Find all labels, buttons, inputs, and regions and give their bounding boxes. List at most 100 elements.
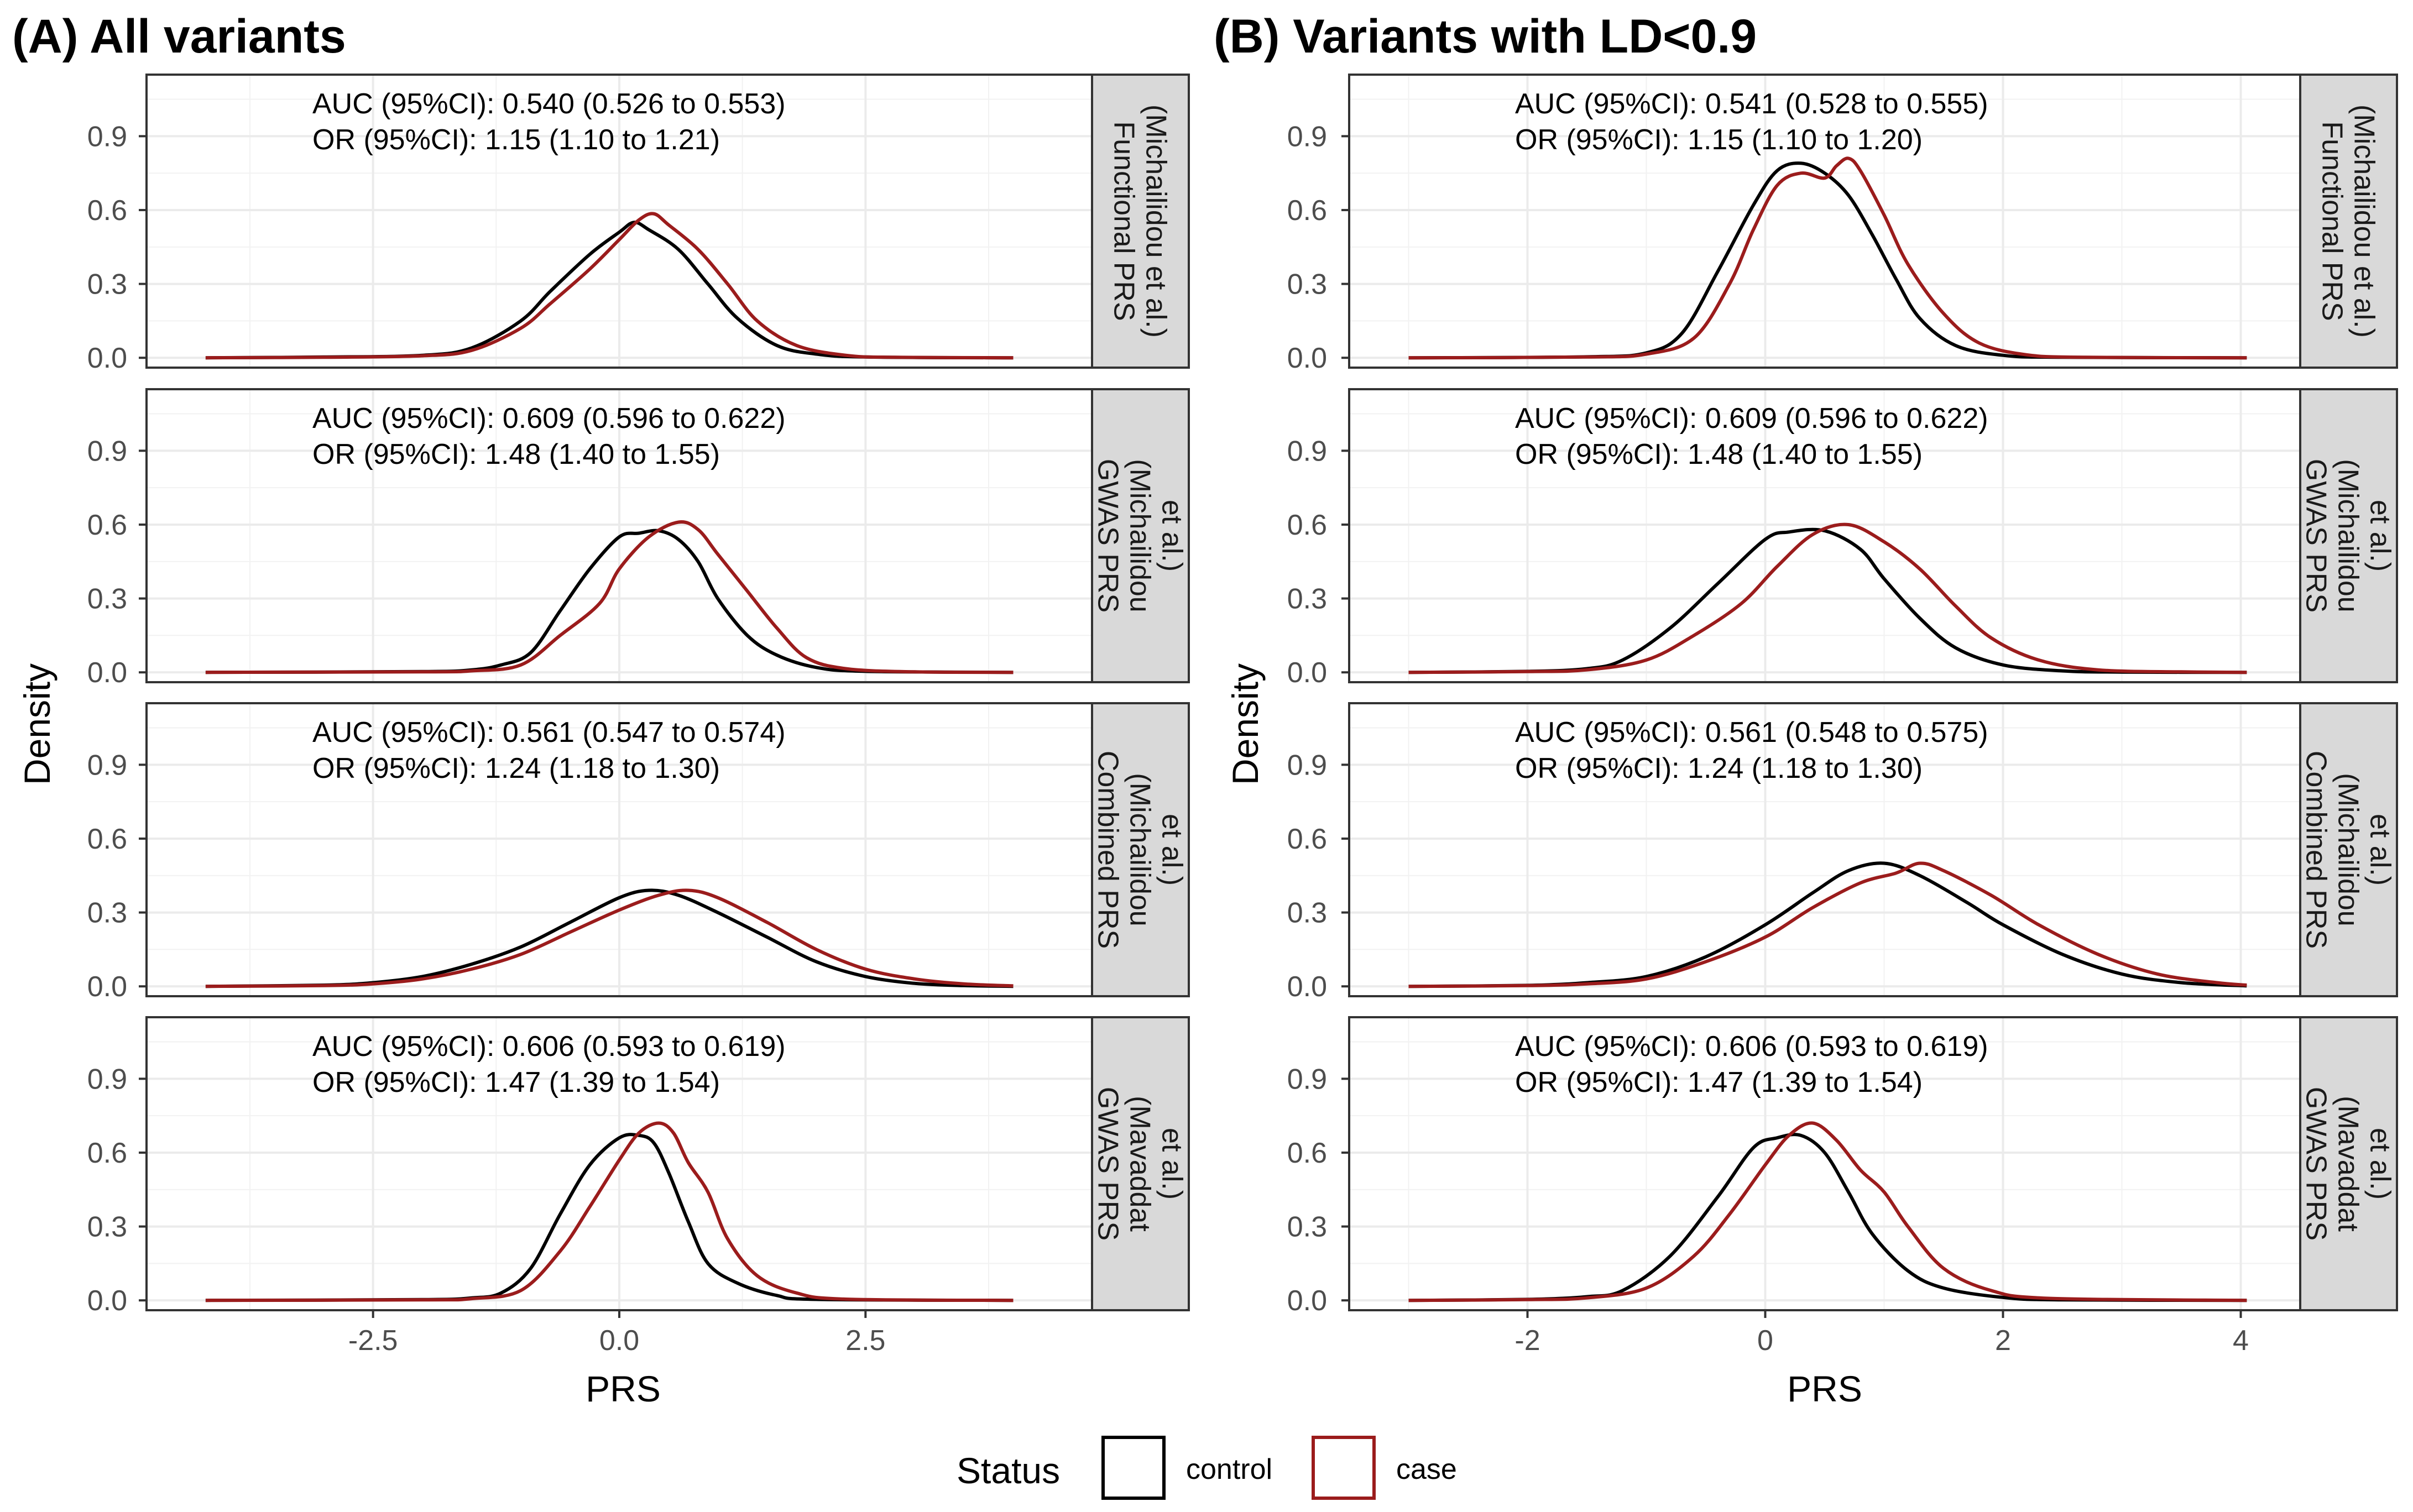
legend-label-case: case — [1396, 1453, 1457, 1485]
plot-background — [1349, 1017, 2300, 1310]
chart-panel-b: (B) Variants with LD<0.9 AUC (95%CI): 0.5… — [1214, 10, 2398, 1409]
strip-text-line: (Michailidou — [2332, 459, 2364, 612]
y-tick-label: 0.3 — [1287, 897, 1327, 929]
y-tick-label: 0.3 — [87, 583, 127, 615]
x-tick-label: 2.5 — [845, 1325, 885, 1357]
y-tick-label: 0.0 — [1287, 971, 1327, 1003]
facet-strip — [1091, 702, 1190, 997]
facet-1: AUC (95%CI): 0.540 (0.526 to 0.553) OR (9… — [87, 74, 1190, 374]
strip-text-line: Combined PRS — [2300, 751, 2332, 949]
strip-text-line: (Mavaddat — [1124, 1096, 1156, 1232]
strip-text-line: (Michailidou et al.) — [1140, 104, 1172, 338]
strip-text-line: et al.) — [1156, 1128, 1188, 1200]
y-tick-label: 0.6 — [87, 509, 127, 541]
y-axis-title-group: Density — [1225, 663, 1266, 785]
y-tick-label: 0.9 — [1287, 1063, 1327, 1095]
y-tick-label: 0.0 — [87, 971, 127, 1003]
x-tick-label: 0 — [1757, 1325, 1773, 1357]
y-axis-title-group: Density — [17, 663, 58, 785]
y-tick-label: 0.6 — [87, 195, 127, 227]
x-tick-label: -2.5 — [348, 1325, 398, 1357]
or-annotation: OR (95%CI): 1.15 (1.10 to 1.20) — [1515, 124, 1923, 156]
plot-background — [1349, 75, 2300, 368]
strip-text-line: GWAS PRS — [1092, 459, 1124, 613]
facet-strip — [2299, 388, 2398, 683]
auc-annotation: AUC (95%CI): 0.561 (0.548 to 0.575) — [1515, 716, 1988, 749]
strip-text-line: et al.) — [2364, 500, 2396, 572]
strip-text-line: GWAS PRS — [2300, 1087, 2332, 1241]
facet-2: AUC (95%CI): 0.609 (0.596 to 0.622)OR (9… — [1287, 388, 2398, 689]
y-tick-label: 0.6 — [1287, 823, 1327, 855]
x-tick-label: -2 — [1514, 1325, 1540, 1357]
x-axis-title: PRS — [1787, 1368, 1862, 1409]
density-curve-case — [1408, 522, 2247, 674]
density-curve-case — [205, 212, 1014, 360]
strip-text-line: et al.) — [1156, 814, 1188, 886]
y-tick-label: 0.3 — [1287, 583, 1327, 615]
y-tick-label: 0.6 — [1287, 1137, 1327, 1169]
y-tick-label: 0.0 — [1287, 657, 1327, 689]
density-curve-case — [205, 888, 1014, 988]
facet-2: AUC (95%CI): 0.609 (0.596 to 0.622)OR (9… — [87, 388, 1190, 689]
density-curve-case — [205, 520, 1014, 674]
y-tick-label: 0.9 — [1287, 121, 1327, 153]
or-annotation: OR (95%CI): 1.47 (1.39 to 1.54) — [1515, 1066, 1923, 1098]
facet-strip — [1091, 388, 1190, 683]
y-tick-label: 0.0 — [1287, 1285, 1327, 1317]
facet-strip-label: GWAS PRS (Mavaddat et al.) — [2300, 1087, 2396, 1241]
y-tick-label: 0.9 — [87, 749, 127, 781]
facet-strip-label: GWAS PRS (Michailidou et al.) — [2300, 459, 2396, 613]
strip-text-line: Combined PRS — [1092, 751, 1124, 949]
y-tick-label: 0.6 — [1287, 195, 1327, 227]
auc-annotation: AUC (95%CI): 0.609 (0.596 to 0.622) — [1515, 402, 1988, 435]
facet-strip-label: GWAS PRS (Mavaddat et al.) — [1092, 1087, 1188, 1241]
strip-text-line: GWAS PRS — [1092, 1087, 1124, 1241]
legend-key-case — [1312, 1436, 1376, 1500]
density-curve-case — [1408, 156, 2247, 360]
strip-text-line: (Michailidou — [1124, 773, 1156, 926]
y-tick-label: 0.3 — [87, 269, 127, 301]
y-tick-label: 0.0 — [87, 1285, 127, 1317]
facet-strip — [2299, 74, 2398, 369]
y-tick-label: 0.9 — [87, 435, 127, 467]
plot-background — [1349, 389, 2300, 682]
y-tick-label: 0.3 — [87, 1211, 127, 1243]
or-annotation: OR (95%CI): 1.48 (1.40 to 1.55) — [312, 438, 720, 470]
x-tick-label: 0.0 — [599, 1325, 639, 1357]
auc-annotation: AUC (95%CI): 0.541 (0.528 to 0.555) — [1515, 88, 1988, 120]
y-tick-label: 0.9 — [87, 1063, 127, 1095]
facet-strip — [1091, 74, 1190, 369]
y-axis-title: Density — [17, 663, 58, 785]
or-annotation: OR (95%CI): 1.24 (1.18 to 1.30) — [1515, 752, 1923, 784]
or-annotation: OR (95%CI): 1.24 (1.18 to 1.30) — [312, 752, 720, 784]
facet-1: AUC (95%CI): 0.541 (0.528 to 0.555) OR (9… — [1287, 74, 2398, 374]
facet-strip — [1091, 1016, 1190, 1311]
y-tick-label: 0.0 — [87, 342, 127, 374]
legend-title: Status — [957, 1450, 1060, 1491]
facet-3: AUC (95%CI): 0.561 (0.548 to 0.575)OR (9… — [1287, 702, 2398, 1003]
chart-panel-a: (A) All variants AUC (95%CI): 0.540 (0.52… — [12, 10, 1190, 1409]
strip-text-line: (Michailidou — [1124, 459, 1156, 612]
facet-strip-label: Combined PRS (Michailidou et al.) — [2300, 751, 2396, 949]
facet-3: AUC (95%CI): 0.561 (0.547 to 0.574)OR (9… — [87, 702, 1190, 1003]
auc-annotation: AUC (95%CI): 0.609 (0.596 to 0.622) — [312, 402, 786, 435]
y-tick-label: 0.6 — [1287, 509, 1327, 541]
facet-strip-label: Functional PRS (Michailidou et al.) — [1108, 104, 1172, 338]
facet-strip — [2299, 702, 2398, 997]
facet-4: AUC (95%CI): 0.606 (0.593 to 0.619)OR (9… — [1287, 1016, 2398, 1357]
facet-strip-label: GWAS PRS (Michailidou et al.) — [1092, 459, 1188, 613]
y-tick-label: 0.0 — [1287, 342, 1327, 374]
legend: Status control case — [957, 1436, 1457, 1500]
y-tick-label: 0.3 — [87, 897, 127, 929]
strip-text-line: Functional PRS — [1108, 121, 1140, 321]
strip-text-line: Functional PRS — [2316, 121, 2348, 321]
legend-label-control: control — [1186, 1453, 1272, 1485]
x-axis-title: PRS — [586, 1368, 661, 1409]
plot-background — [1349, 703, 2300, 996]
panel-title: (A) All variants — [12, 10, 346, 63]
y-axis-title: Density — [1225, 663, 1266, 785]
density-curve-case — [1408, 1121, 2247, 1302]
or-annotation: OR (95%CI): 1.47 (1.39 to 1.54) — [312, 1066, 720, 1098]
y-tick-label: 0.9 — [1287, 435, 1327, 467]
